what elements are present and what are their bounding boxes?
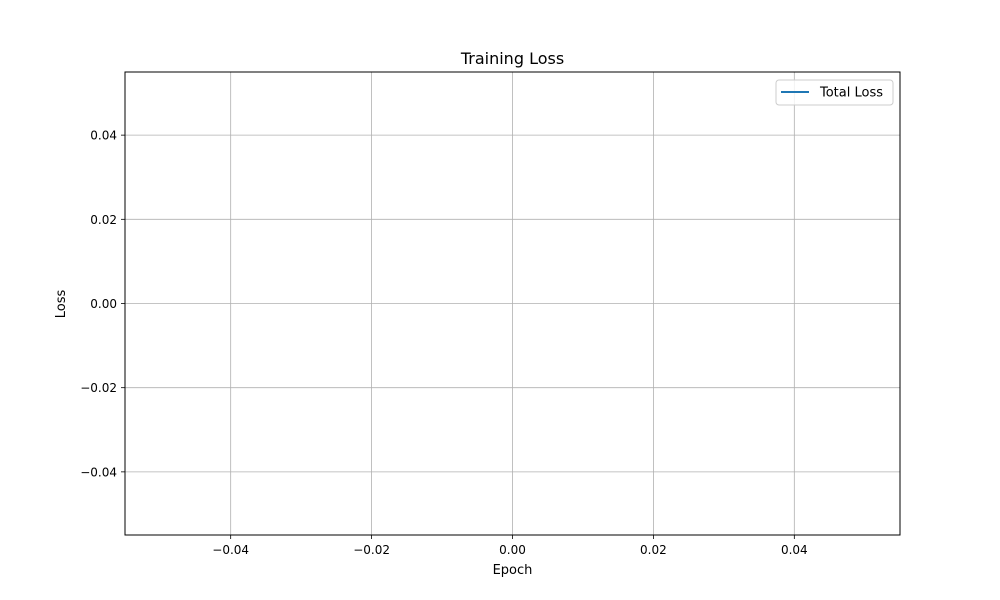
- x-tick-label: 0.00: [499, 543, 526, 557]
- grid: [125, 72, 900, 535]
- y-axis: −0.04 −0.02 0.00 0.02 0.04: [80, 129, 125, 479]
- x-axis: −0.04 −0.02 0.00 0.02 0.04: [212, 535, 808, 557]
- y-tick-label: 0.04: [90, 129, 117, 143]
- x-tick-label: 0.04: [781, 543, 808, 557]
- legend-label-total-loss: Total Loss: [819, 86, 883, 101]
- y-axis-label: Loss: [54, 290, 69, 319]
- y-tick-label: −0.04: [80, 465, 117, 479]
- x-tick-label: 0.02: [640, 543, 667, 557]
- y-tick-label: −0.02: [80, 381, 117, 395]
- x-tick-label: −0.02: [353, 543, 390, 557]
- x-tick-label: −0.04: [212, 543, 249, 557]
- legend: Total Loss: [775, 79, 894, 106]
- chart-title: Training Loss: [460, 49, 564, 68]
- y-tick-label: 0.00: [90, 297, 117, 311]
- legend-box: [775, 79, 894, 106]
- x-axis-label: Epoch: [493, 563, 533, 578]
- y-tick-label: 0.02: [90, 213, 117, 227]
